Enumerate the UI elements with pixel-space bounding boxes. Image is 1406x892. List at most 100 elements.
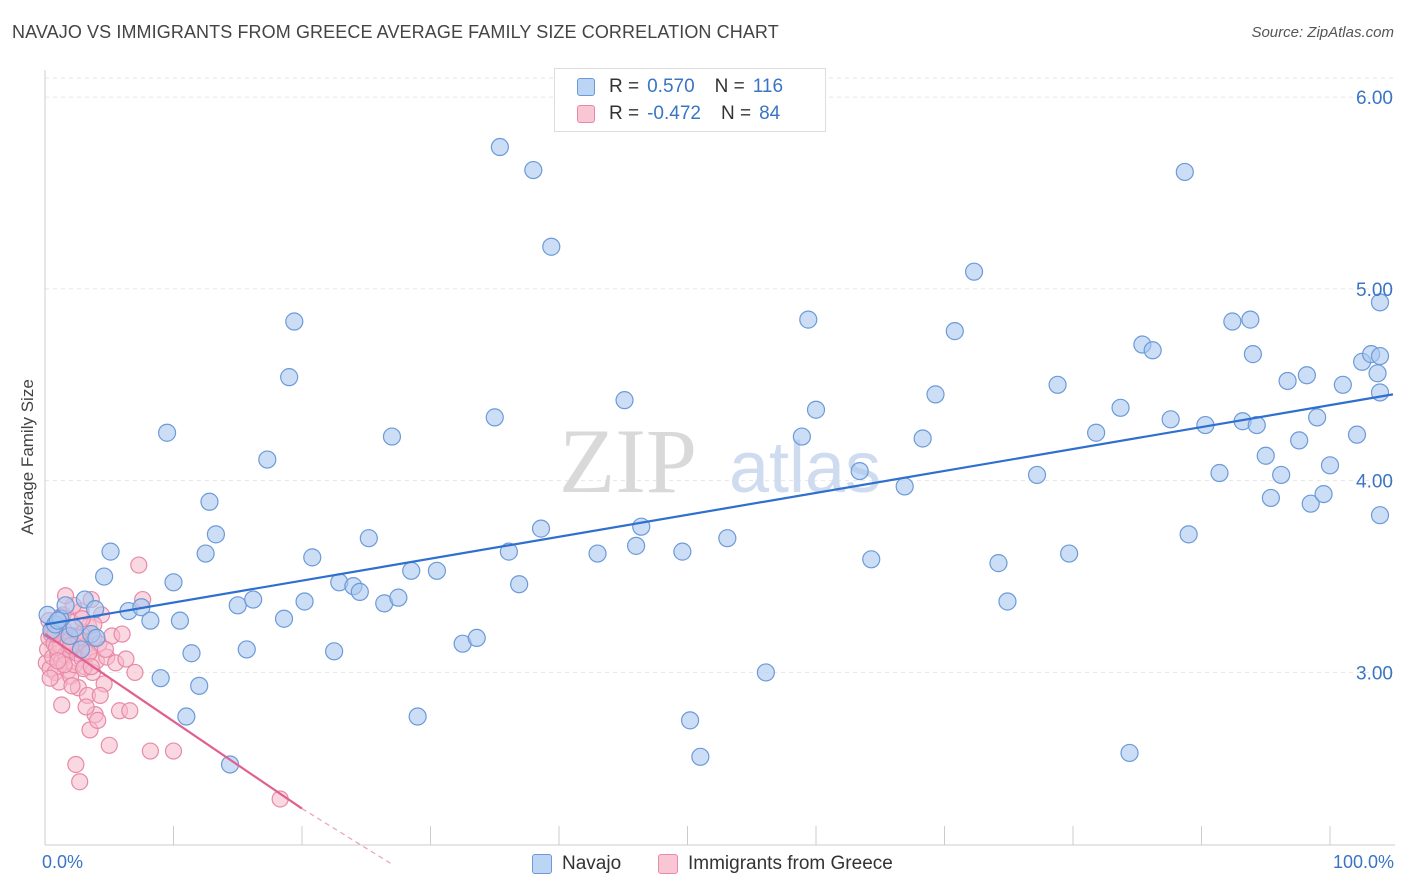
navajo-point: [285, 312, 304, 331]
navajo-point: [626, 536, 646, 555]
navajo-point: [274, 609, 294, 628]
navajo-point: [1347, 425, 1367, 444]
navajo-point: [280, 368, 299, 387]
legend-swatch-greece: [577, 105, 595, 123]
navajo-point: [295, 592, 314, 611]
bottom-legend-swatch-greece: [658, 854, 678, 874]
greece-point: [77, 698, 95, 716]
axes: [44, 70, 1395, 846]
navajo-point: [850, 461, 869, 481]
greece-point: [71, 773, 89, 791]
legend-n-label: N =: [714, 76, 745, 97]
navajo-point: [485, 408, 504, 427]
watermark-zip: ZIP: [559, 410, 697, 512]
navajo-point: [1060, 544, 1079, 563]
legend-r-label: R =: [609, 103, 640, 124]
bottom-legend-swatch-navajo: [532, 854, 552, 874]
greece-point: [121, 702, 139, 720]
navajo-point: [691, 747, 710, 766]
navajo-point: [499, 542, 518, 561]
greece-point: [63, 677, 81, 695]
navajo-point: [56, 596, 75, 615]
legend-row-navajo: R = 0.570 N = 116: [577, 75, 783, 99]
navajo-point: [615, 391, 634, 410]
navajo-point: [490, 137, 509, 157]
legend-n-value-navajo: 116: [752, 76, 784, 97]
greece-point: [89, 711, 107, 729]
x-tick-min: 0.0%: [42, 852, 84, 872]
chart-title: NAVAJO VS IMMIGRANTS FROM GREECE AVERAGE…: [12, 22, 779, 42]
navajo-point: [1161, 410, 1180, 429]
watermark: ZIP atlas: [559, 410, 881, 512]
navajo-point: [588, 544, 607, 563]
navajo-point: [101, 542, 120, 561]
navajo-point: [673, 542, 692, 561]
navajo-point: [190, 676, 209, 695]
navajo-point: [1297, 366, 1316, 385]
navajo-point: [792, 427, 811, 446]
navajo-point: [427, 561, 447, 580]
navajo-point: [196, 544, 215, 563]
navajo-point: [998, 592, 1017, 611]
navajo-point: [170, 611, 190, 630]
navajo-point: [382, 427, 402, 446]
greece-point: [117, 650, 135, 668]
navajo-point: [164, 573, 183, 592]
bottom-legend-label-greece: Immigrants from Greece: [688, 853, 893, 874]
trend-lines: [44, 393, 1394, 865]
bottom-legend-navajo: Navajo: [532, 852, 621, 876]
greece-trend-line: [44, 633, 303, 810]
navajo-point: [1333, 375, 1352, 394]
greece-point: [130, 556, 148, 574]
navajo-point: [964, 262, 984, 281]
navajo-point: [467, 628, 486, 648]
navajo-point: [237, 640, 256, 659]
navajo-point: [177, 707, 196, 726]
navajo-trend-line: [44, 393, 1394, 626]
navajo-point: [350, 582, 369, 601]
navajo-point: [531, 519, 551, 538]
legend-r-label: R =: [609, 76, 640, 97]
navajo-point: [87, 628, 106, 648]
navajo-point: [1308, 408, 1327, 427]
navajo-point: [402, 561, 421, 580]
navajo-point: [65, 619, 84, 638]
navajo-point: [1261, 488, 1280, 508]
navajo-points: [38, 137, 1390, 774]
navajo-point: [1243, 345, 1263, 364]
navajo-point: [718, 529, 737, 548]
navajo-point: [895, 477, 914, 496]
navajo-point: [989, 554, 1008, 573]
navajo-point: [1370, 293, 1390, 312]
navajo-point: [141, 611, 160, 630]
navajo-point: [1223, 312, 1242, 331]
greece-point: [41, 669, 59, 687]
navajo-point: [926, 385, 945, 404]
navajo-point: [182, 644, 201, 663]
navajo-point: [151, 669, 170, 688]
legend: R = 0.570 N = 116 R = -0.472 N = 84: [554, 68, 826, 132]
navajo-point: [1027, 465, 1047, 485]
navajo-point: [359, 529, 378, 548]
navajo-point: [157, 423, 177, 442]
navajo-point: [258, 450, 277, 469]
navajo-point: [86, 600, 105, 619]
legend-swatch-navajo: [577, 78, 595, 96]
navajo-point: [1314, 484, 1333, 504]
greece-point: [141, 742, 159, 760]
navajo-point: [1368, 364, 1387, 383]
greece-trend-extension: [301, 808, 393, 865]
navajo-point: [206, 525, 226, 544]
legend-r-value-navajo: 0.570: [647, 76, 695, 97]
navajo-point: [1143, 341, 1162, 360]
navajo-point: [1241, 310, 1260, 329]
greece-point: [53, 696, 71, 714]
bottom-legend-greece: Immigrants from Greece: [658, 852, 893, 876]
navajo-point: [1278, 371, 1297, 391]
navajo-point: [1256, 446, 1275, 465]
greece-point: [91, 686, 109, 705]
y-tick-label: 4.00: [1356, 472, 1393, 493]
navajo-point: [95, 567, 114, 586]
navajo-point: [303, 548, 322, 567]
